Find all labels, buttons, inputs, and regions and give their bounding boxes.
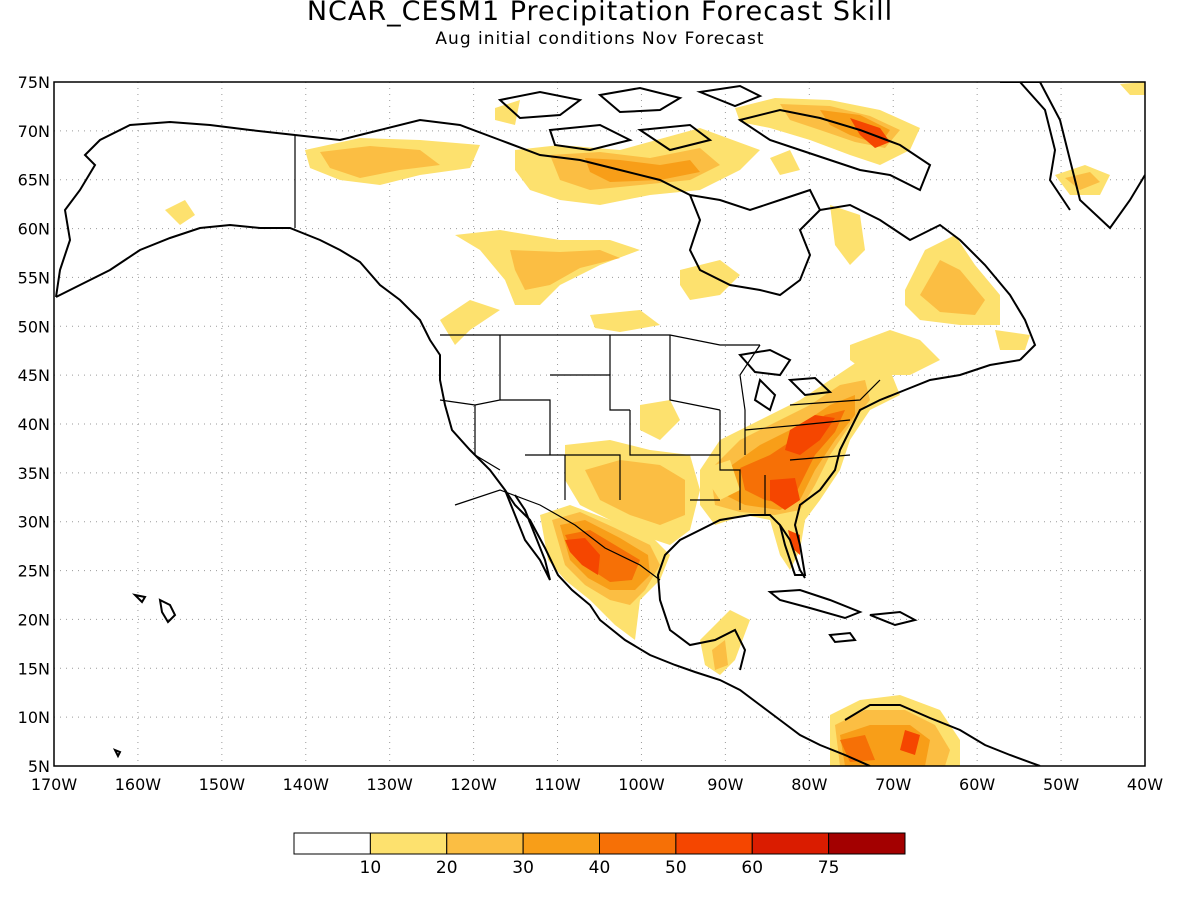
lon-tick-label: 40W [1127,775,1163,794]
latitude-labels: 75N 70N 65N 60N 55N 50N 45N 40N 35N 30N 25N 20N 15N 1… [18,73,50,776]
lat-tick-label: 25N [18,562,50,581]
colorbar-level-label: 40 [589,858,611,878]
lat-tick-label: 45N [18,366,50,385]
colorbar-swatch [446,832,524,855]
political-borders [294,135,881,581]
skill-region-labrador [830,205,1030,375]
map-frame [53,81,1146,767]
lon-tick-label: 140W [283,775,330,794]
longitude-labels: 170W 160W 150W 140W 130W 120W 110W 100W 90W 80W 70… [31,775,1163,794]
lon-tick-label: 60W [959,775,995,794]
lon-tick-label: 100W [618,775,665,794]
skill-region-northern-canada [165,100,800,345]
colorbar-swatch [369,832,448,855]
lon-tick-label: 150W [199,775,246,794]
lat-tick-label: 5N [28,757,50,776]
skill-region-greenland [1055,82,1145,195]
lat-tick-label: 20N [18,610,50,629]
lat-tick-label: 15N [18,659,50,678]
lon-tick-label: 50W [1043,775,1079,794]
colorbar-level-label: 30 [512,858,534,878]
lon-tick-label: 80W [791,775,827,794]
lat-tick-label: 70N [18,122,50,141]
coastlines [55,82,1145,766]
colorbar-swatch [522,832,600,855]
lon-tick-label: 170W [31,775,78,794]
lat-tick-label: 55N [18,268,50,287]
colorbar-level-label: 20 [436,858,458,878]
lat-tick-label: 40N [18,415,50,434]
skill-region-colombia-venezuela [830,695,960,766]
skill-region-texas-oklahoma [565,400,740,545]
colorbar-level-label: 60 [741,858,763,878]
lat-tick-label: 50N [18,317,50,336]
lat-tick-label: 30N [18,513,50,532]
lon-tick-label: 130W [367,775,414,794]
lat-tick-label: 35N [18,464,50,483]
colorbar: 10 20 30 40 50 60 75 [293,832,906,878]
colorbar-level-label: 75 [818,858,840,878]
colorbar-level-label: 10 [360,858,382,878]
lat-tick-label: 60N [18,220,50,239]
skill-region-baffin-island [735,98,920,165]
lat-tick-label: 10N [18,708,50,727]
skill-region-central-america [700,610,750,675]
lon-tick-label: 160W [115,775,162,794]
lon-tick-label: 120W [450,775,497,794]
colorbar-swatch [751,832,830,855]
map-title: NCAR_CESM1 Precipitation Forecast Skill [306,0,894,27]
colorbar-swatch [675,832,753,855]
lon-tick-label: 90W [707,775,743,794]
colorbar-swatch [599,832,677,855]
colorbar-level-label: 50 [665,858,687,878]
skill-region-eastern-us [700,360,900,570]
lon-tick-label: 110W [534,775,581,794]
colorbar-swatch [293,832,371,855]
colorbar-swatch [828,832,906,855]
map-subtitle: Aug initial conditions Nov Forecast [435,29,765,49]
lon-tick-label: 70W [875,775,911,794]
skill-region-northern-mexico [540,505,670,640]
lat-tick-label: 75N [18,73,50,92]
lat-tick-label: 65N [18,171,50,190]
